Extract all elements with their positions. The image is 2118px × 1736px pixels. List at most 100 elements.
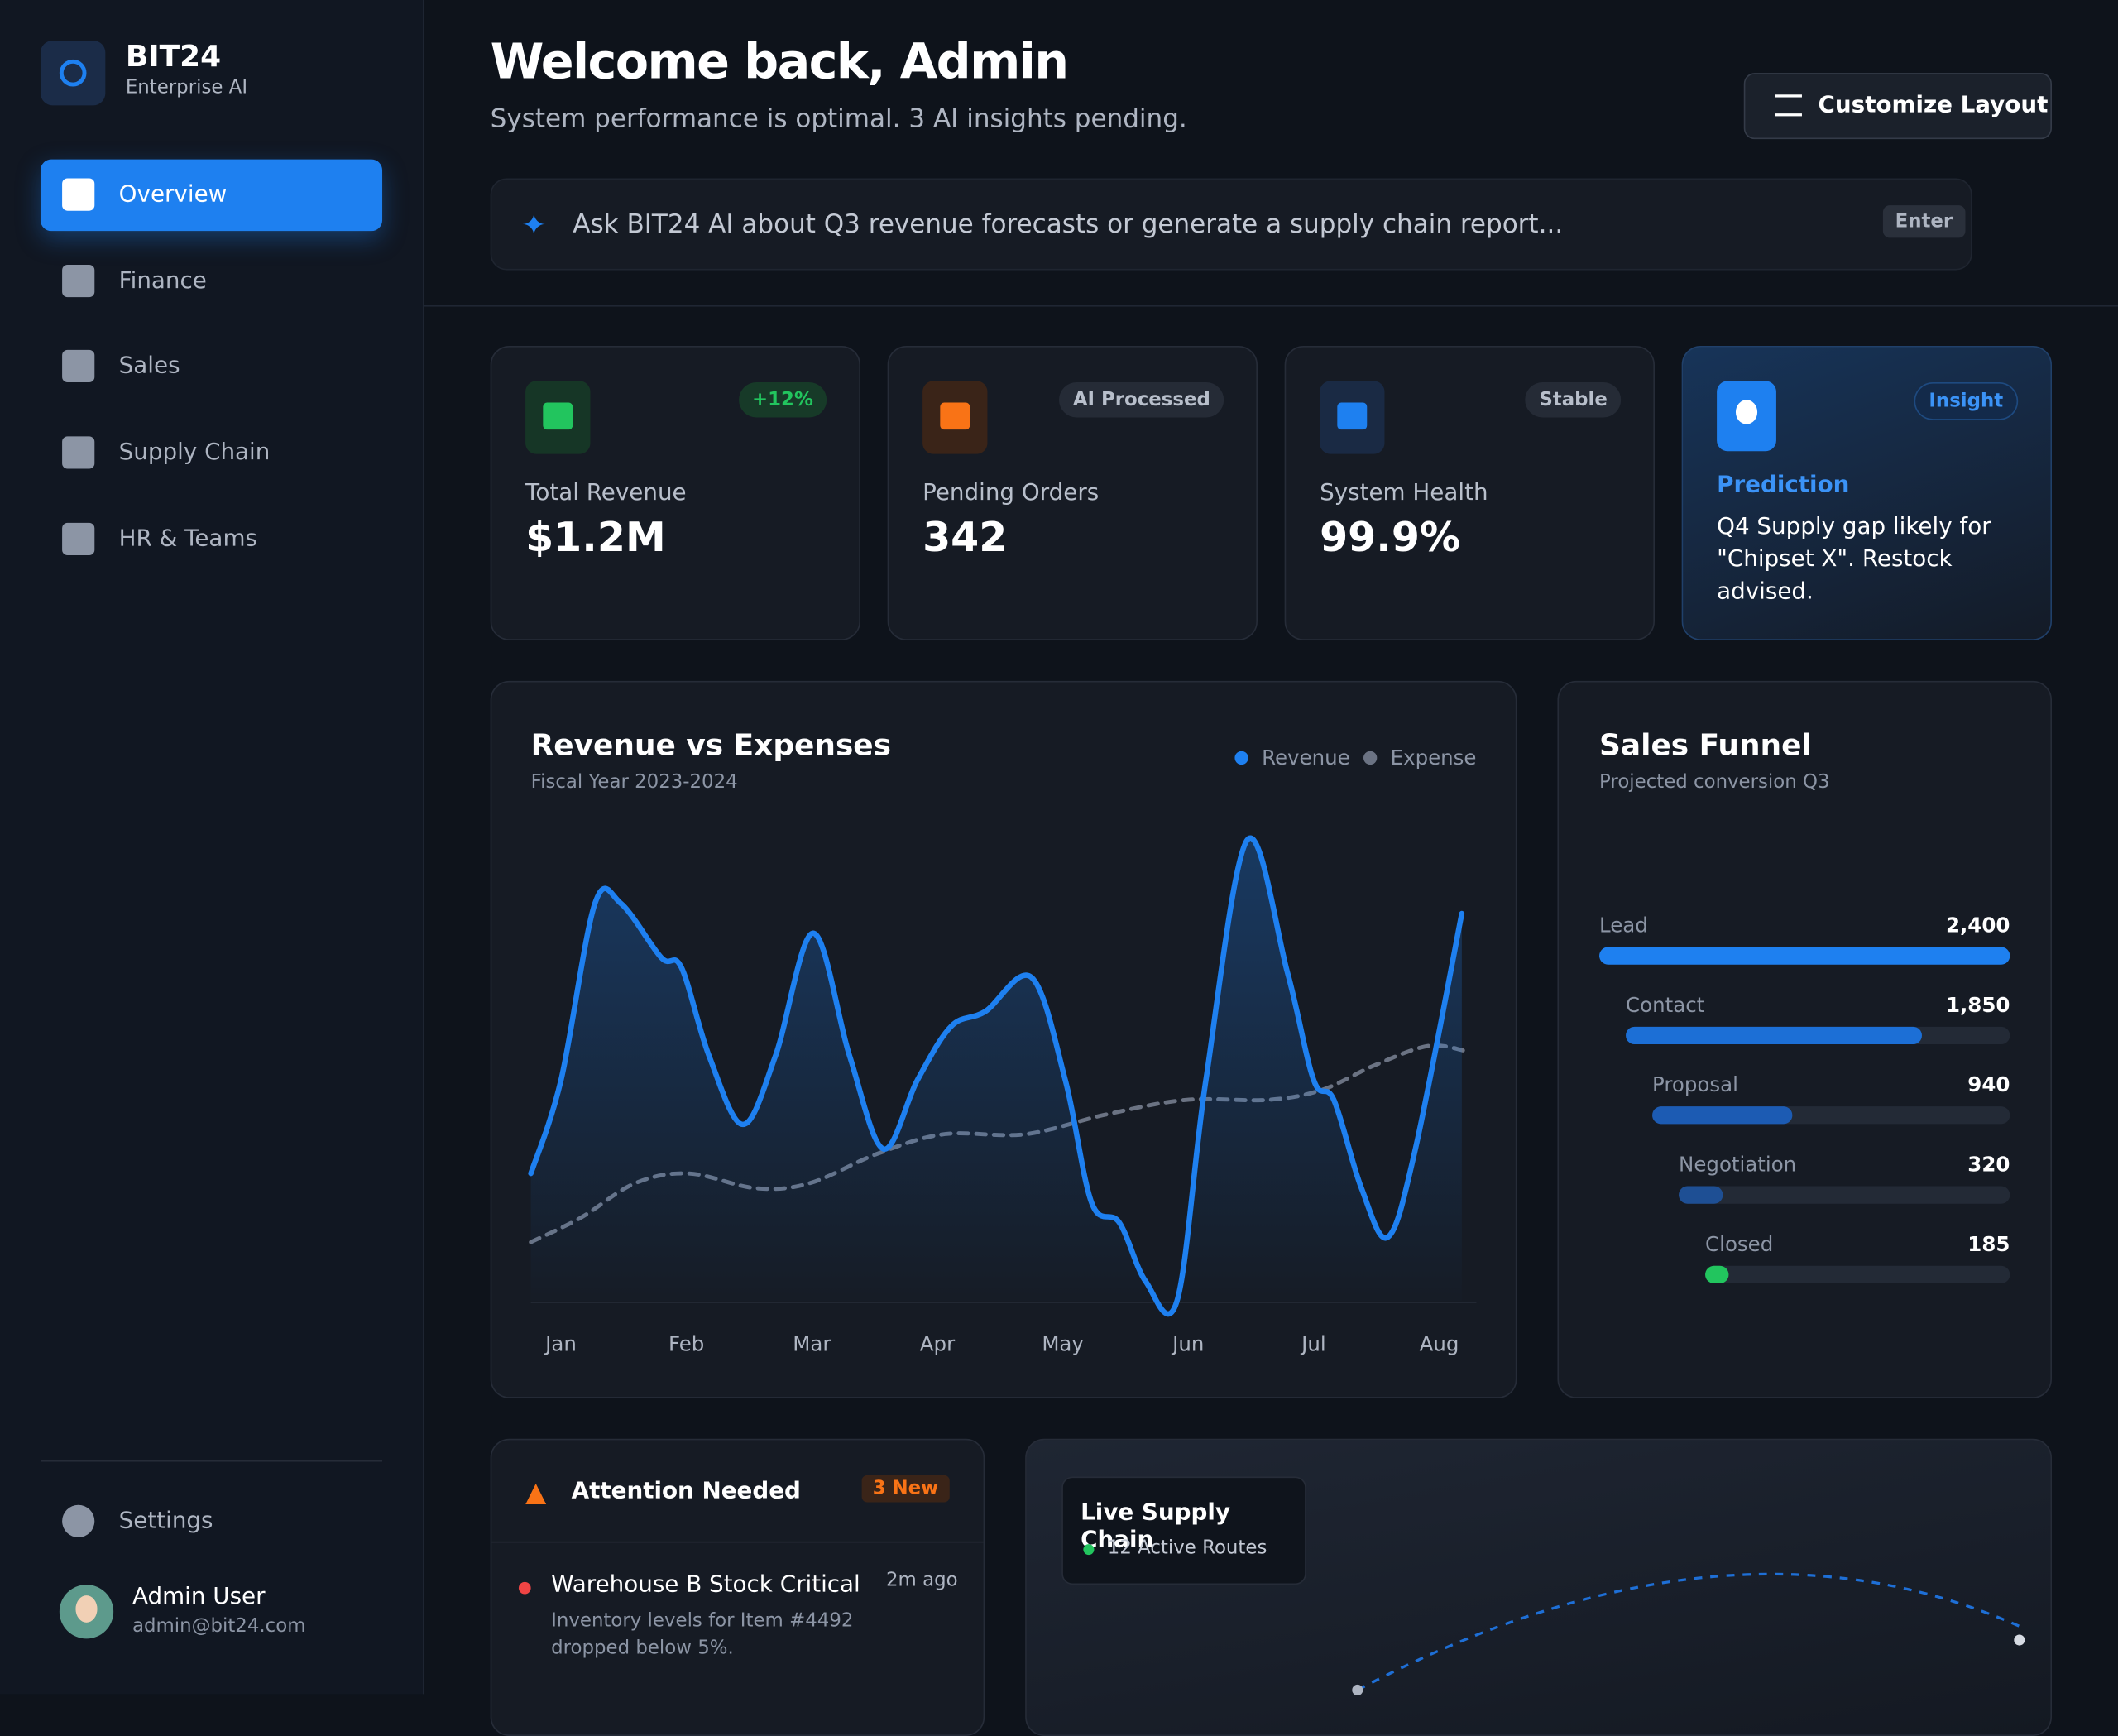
nav-item[interactable]: Finance	[41, 246, 382, 318]
map-legend: Live Supply Chain 12 Active Routes	[1061, 1476, 1306, 1585]
funnel-value: 940	[1967, 1072, 2010, 1096]
kpi-value: 342	[922, 515, 1008, 563]
legend-label: Expense	[1391, 746, 1477, 770]
kpi-glyph	[1337, 402, 1368, 430]
funnel-label: Negotiation	[1679, 1153, 1796, 1177]
alert-title[interactable]: Warehouse B Stock Critical	[551, 1571, 860, 1599]
logo	[40, 40, 106, 106]
funnel-value: 1,850	[1946, 993, 2010, 1017]
revenue-line	[528, 835, 1465, 1317]
funnel-value: 2,400	[1946, 914, 2010, 938]
kpi-icon	[525, 381, 591, 454]
legend-label: Revenue	[1262, 746, 1350, 770]
customize-button[interactable]: Customize Layout	[1743, 73, 2052, 140]
kpi-value: 99.9%	[1320, 515, 1461, 563]
divider	[40, 1460, 383, 1462]
x-tick-label: Apr	[920, 1332, 956, 1356]
nav-label: Supply Chain	[118, 439, 271, 467]
funnel-bar	[1679, 1186, 1723, 1204]
settings-label: Settings	[118, 1508, 213, 1535]
kpi-card: AI Processed Pending Orders 342	[887, 345, 1258, 640]
x-tick-label: Aug	[1420, 1332, 1459, 1356]
funnel-card: Sales Funnel Projected conversion Q3 Lead 2…	[1557, 680, 2052, 1398]
nav-icon	[62, 522, 95, 555]
alerts-card: ▲ Attention Needed 3 New Warehouse B Sto…	[490, 1438, 985, 1736]
ai-search[interactable]: ✦ Ask BIT24 AI about Q3 revenue forecast…	[490, 178, 1972, 271]
funnel-value: 185	[1967, 1232, 2010, 1256]
funnel-bar	[1626, 1026, 1922, 1045]
funnel-track	[1705, 1265, 2010, 1284]
user-name: Admin User	[132, 1583, 266, 1611]
page-title: Welcome back, Admin	[490, 35, 1069, 91]
alerts-badge: 3 New	[861, 1475, 950, 1503]
nav-icon	[62, 350, 95, 383]
x-tick-label: Jul	[1300, 1332, 1326, 1356]
kpi-badge: +12%	[738, 382, 827, 418]
kpi-glyph	[543, 402, 573, 430]
nav-label: HR & Teams	[118, 525, 257, 553]
funnel-label: Contact	[1626, 993, 1705, 1017]
nav-label: Sales	[118, 352, 180, 381]
revenue-card: Revenue vs Expenses Fiscal Year 2023-2024…	[490, 680, 1517, 1398]
chart-title: Revenue vs Expenses	[531, 729, 891, 763]
nav-item[interactable]: Overview	[40, 159, 383, 232]
insight-text: Q4 Supply gap likely for "Chipset X". Re…	[1717, 513, 1991, 606]
funnel-value: 320	[1967, 1153, 2010, 1177]
status-dot	[1083, 1544, 1095, 1556]
kpi-badge: AI Processed	[1059, 382, 1224, 418]
funnel-bar	[1652, 1106, 1793, 1125]
alert-time: 2m ago	[886, 1570, 958, 1592]
x-tick-label: Feb	[668, 1332, 704, 1356]
funnel-chart: Sales Funnel Projected conversion Q3 Lead 2…	[1599, 729, 2010, 1284]
bulb-icon	[1717, 381, 1776, 452]
nav-label: Finance	[118, 266, 207, 295]
kpi-label: Pending Orders	[922, 479, 1100, 507]
divider	[491, 1541, 984, 1543]
nav-item[interactable]: HR & Teams	[41, 504, 382, 576]
x-tick-label: Mar	[793, 1332, 831, 1356]
kpi-card: +12% Total Revenue $1.2M	[490, 345, 860, 640]
nav-label: Overview	[118, 180, 228, 209]
x-tick-label: Jan	[544, 1332, 577, 1356]
map-card: Live Supply Chain 12 Active Routes	[1025, 1438, 2052, 1736]
user-email: admin@bit24.com	[132, 1615, 306, 1638]
x-tick-label: May	[1042, 1332, 1084, 1356]
enter-key: Enter	[1882, 205, 1965, 238]
funnel-track	[1679, 1186, 2010, 1204]
nav-item[interactable]: Supply Chain	[41, 418, 382, 490]
kpi-badge: Stable	[1526, 382, 1622, 418]
kpi-icon	[922, 381, 988, 454]
page-subtitle: System performance is optimal. 3 AI insi…	[490, 103, 1187, 134]
nav-icon	[62, 264, 95, 297]
insight-badge: Insight	[1914, 382, 2019, 420]
kpi-glyph	[940, 402, 970, 430]
alert-dot	[518, 1581, 531, 1595]
funnel-label: Closed	[1705, 1232, 1773, 1256]
insight-card: Insight Prediction Q4 Supply gap likely …	[1681, 345, 2052, 640]
alert-text: Inventory levels for Item #4492 dropped …	[551, 1610, 854, 1659]
insight-title: Prediction	[1717, 471, 1850, 499]
settings-link[interactable]: Settings	[41, 1486, 382, 1558]
funnel-label: Proposal	[1652, 1072, 1738, 1096]
kpi-card: Stable System Health 99.9%	[1284, 345, 1655, 640]
revenue-area	[530, 837, 1462, 1315]
line-chart: Revenue vs Expenses Fiscal Year 2023-2024…	[528, 729, 1477, 1356]
map-title: Live Supply Chain	[1081, 1499, 1231, 1554]
kpi-label: System Health	[1320, 479, 1488, 507]
alerts-title: Attention Needed	[571, 1478, 801, 1505]
funnel-label: Lead	[1599, 914, 1648, 938]
kpi-icon	[1320, 381, 1385, 454]
nav-item[interactable]: Sales	[41, 332, 382, 404]
chart-subtitle: Projected conversion Q3	[1599, 771, 1829, 793]
avatar	[59, 1585, 114, 1639]
chart-title: Sales Funnel	[1599, 729, 1812, 763]
search-placeholder: Ask BIT24 AI about Q3 revenue forecasts …	[573, 209, 1564, 239]
funnel-bar	[1705, 1265, 1729, 1284]
map	[1352, 1572, 2027, 1695]
sidebar: BIT24 Enterprise AI Overview Finance Sales…	[0, 0, 424, 1695]
warning-icon: ▲	[525, 1475, 547, 1508]
map-status: 12 Active Routes	[1107, 1537, 1267, 1560]
kpi-label: Total Revenue	[525, 479, 687, 507]
